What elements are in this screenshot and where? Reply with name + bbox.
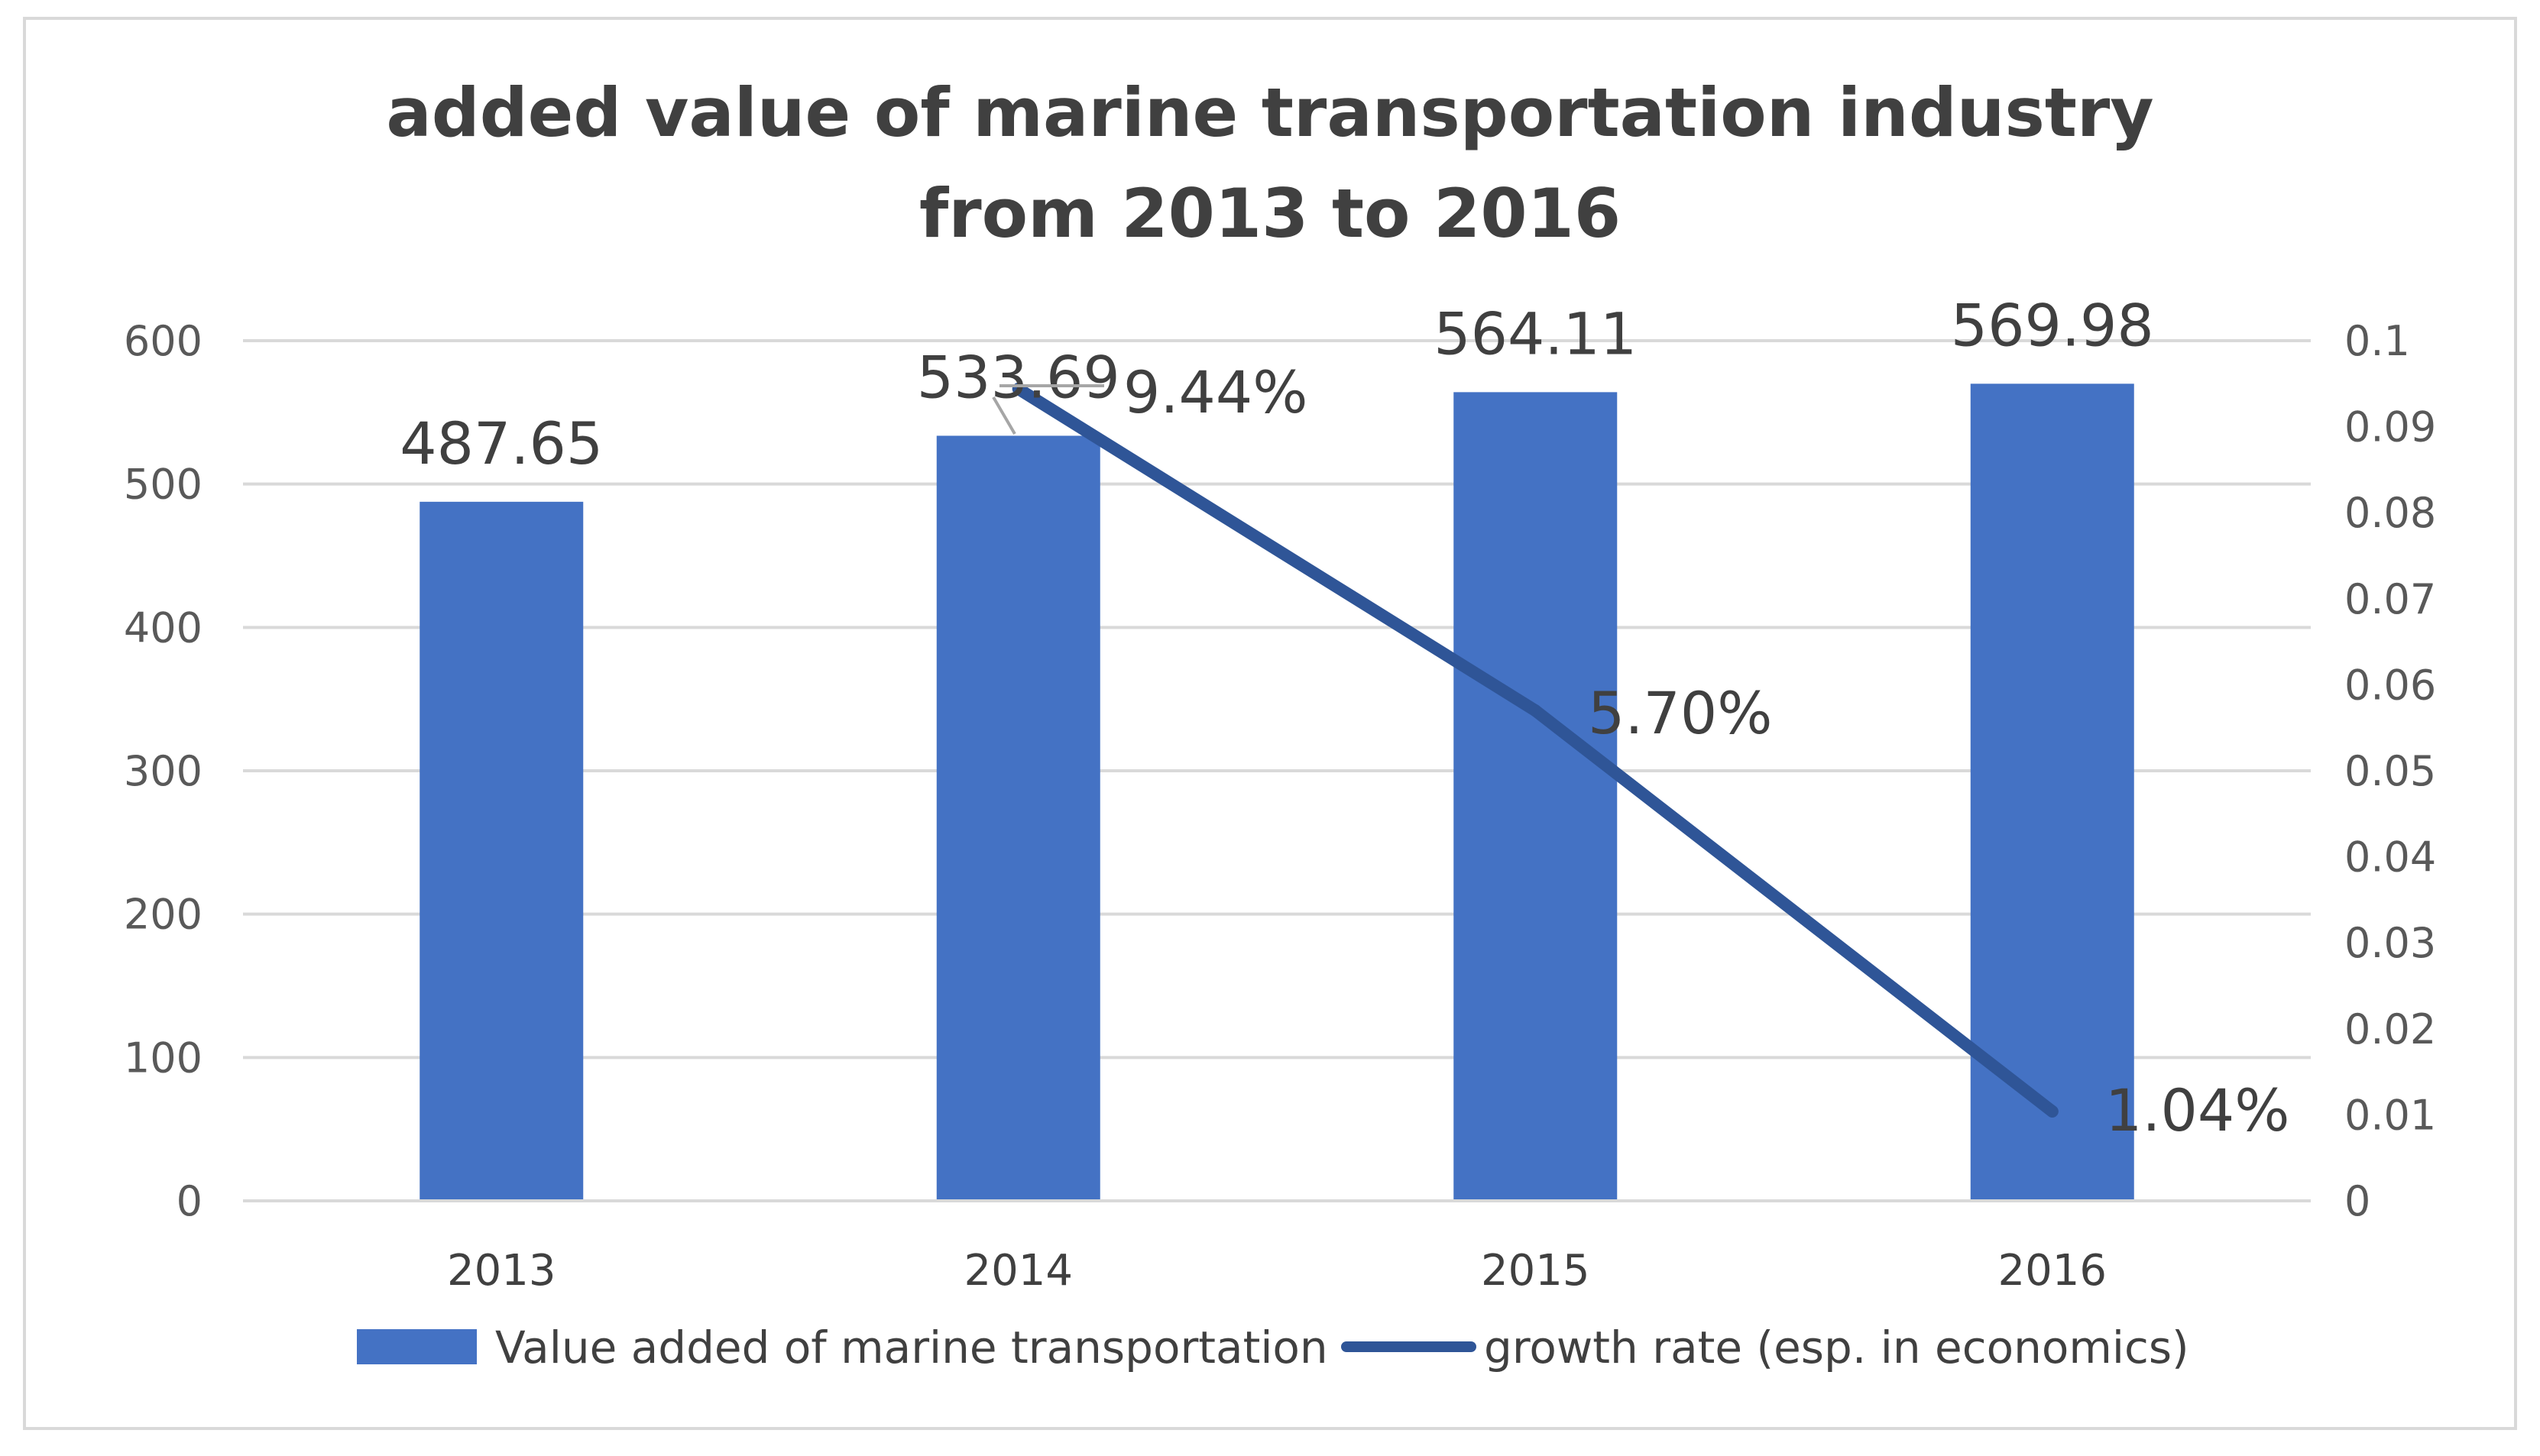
y-right-tick-label: 0 xyxy=(2344,1177,2370,1225)
y-right-tick-label: 0.02 xyxy=(2344,1005,2436,1053)
x-tick-label: 2014 xyxy=(964,1246,1073,1296)
chart-title-line-1: added value of marine transportation ind… xyxy=(386,73,2153,152)
bar-series xyxy=(420,383,2134,1202)
y-left-tick-label: 300 xyxy=(124,747,202,795)
y-right-tick-label: 0.05 xyxy=(2344,747,2436,795)
legend-bar-swatch xyxy=(357,1329,477,1364)
bar-2013 xyxy=(420,501,584,1201)
y-left-tick-label: 200 xyxy=(124,891,202,939)
growth-rate-label: 5.70% xyxy=(1588,679,1772,747)
x-tick-label: 2013 xyxy=(447,1246,556,1296)
y-right-tick-label: 0.03 xyxy=(2344,919,2436,967)
y-right-tick-label: 0.09 xyxy=(2344,403,2436,451)
axes: 0 100 200 300 400 500 600 0 0.01 0.02 0.03 0.04 0.05… xyxy=(124,317,2436,1296)
y-right-tick-label: 0.04 xyxy=(2344,833,2436,882)
bar-value-label: 487.65 xyxy=(400,409,603,477)
y-right-tick-label: 0.06 xyxy=(2344,661,2436,709)
legend: Value added of marine transportation grow… xyxy=(357,1322,2189,1373)
gridlines xyxy=(243,339,2311,1060)
y-left-tick-label: 400 xyxy=(124,603,202,652)
y-right-tick-label: 0.07 xyxy=(2344,575,2436,623)
growth-rate-label: 9.44% xyxy=(1123,358,1307,426)
growth-rate-point-2015 xyxy=(1529,704,1542,717)
y-left-tick-label: 500 xyxy=(124,461,202,509)
bar-2014 xyxy=(936,435,1100,1201)
growth-rate-label: 1.04% xyxy=(2105,1076,2289,1144)
y-left-tick-label: 0 xyxy=(177,1177,202,1225)
y-right-tick-label: 0.01 xyxy=(2344,1091,2436,1139)
data-labels: 487.65 533.69 564.11 569.98 9.44% 5.70% 1.04% xyxy=(400,291,2289,1144)
x-tick-label: 2015 xyxy=(1481,1246,1590,1296)
y-right-tick-label: 0.08 xyxy=(2344,489,2436,537)
x-tick-label: 2016 xyxy=(1997,1246,2107,1296)
legend-bar-label: Value added of marine transportation xyxy=(495,1322,1328,1373)
leader-line-bar-2014 xyxy=(992,396,1016,435)
y-left-tick-label: 100 xyxy=(124,1034,202,1082)
y-right-tick-label: 0.1 xyxy=(2344,317,2410,365)
bar-value-label: 569.98 xyxy=(1951,291,2154,359)
bar-value-label: 564.11 xyxy=(1434,299,1637,367)
growth-rate-point-2016 xyxy=(2046,1105,2059,1118)
bar-value-label: 533.69 xyxy=(917,343,1120,411)
chart-title-line-2: from 2013 to 2016 xyxy=(919,174,1621,253)
y-left-tick-label: 600 xyxy=(124,317,202,365)
bar-2015 xyxy=(1453,392,1618,1202)
legend-line-label: growth rate (esp. in economics) xyxy=(1484,1322,2189,1373)
